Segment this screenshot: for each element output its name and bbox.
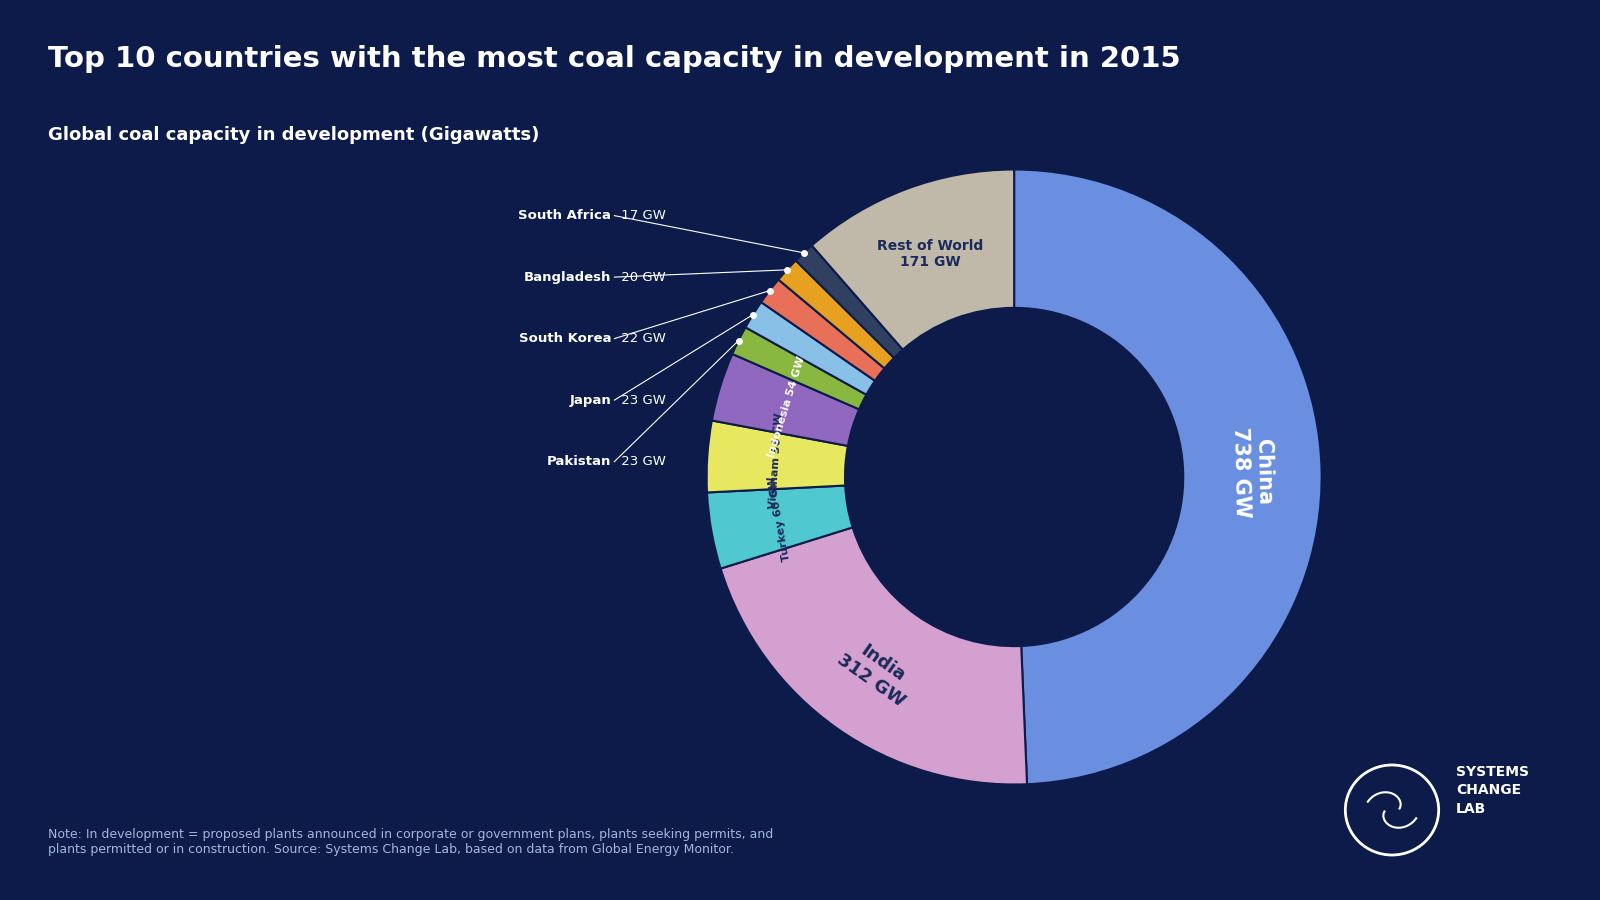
Text: India
312 GW: India 312 GW [834,634,920,710]
Wedge shape [720,527,1027,785]
Text: Bangladesh: Bangladesh [523,271,611,284]
Text: 20 GW: 20 GW [618,271,666,284]
Wedge shape [795,246,902,358]
Text: South Korea: South Korea [518,332,611,345]
Wedge shape [733,328,866,410]
Wedge shape [1014,169,1322,784]
Text: Pakistan: Pakistan [547,455,611,468]
Text: Top 10 countries with the most coal capacity in development in 2015: Top 10 countries with the most coal capa… [48,45,1181,73]
Wedge shape [762,280,885,381]
Text: 17 GW: 17 GW [618,209,666,222]
Text: Indonesia 54 GW: Indonesia 54 GW [766,356,806,459]
Text: 22 GW: 22 GW [618,332,666,345]
Text: China
738 GW: China 738 GW [1230,426,1275,518]
Wedge shape [746,302,875,395]
Text: Note: In development = proposed plants announced in corporate or government plan: Note: In development = proposed plants a… [48,828,773,856]
Text: Rest of World
171 GW: Rest of World 171 GW [877,238,984,269]
Wedge shape [712,354,859,446]
Text: South Africa: South Africa [518,209,611,222]
Text: Vietnam 56 GW: Vietnam 56 GW [768,412,784,509]
Text: SYSTEMS
CHANGE
LAB: SYSTEMS CHANGE LAB [1456,765,1530,815]
Wedge shape [707,420,848,492]
Text: Turkey 60 GW: Turkey 60 GW [766,475,792,562]
Text: 23 GW: 23 GW [618,455,666,468]
Wedge shape [707,485,853,569]
Wedge shape [778,260,894,368]
Text: Japan: Japan [570,393,611,407]
Text: 23 GW: 23 GW [618,393,666,407]
Wedge shape [811,169,1014,350]
Text: Global coal capacity in development (Gigawatts): Global coal capacity in development (Gig… [48,126,539,144]
